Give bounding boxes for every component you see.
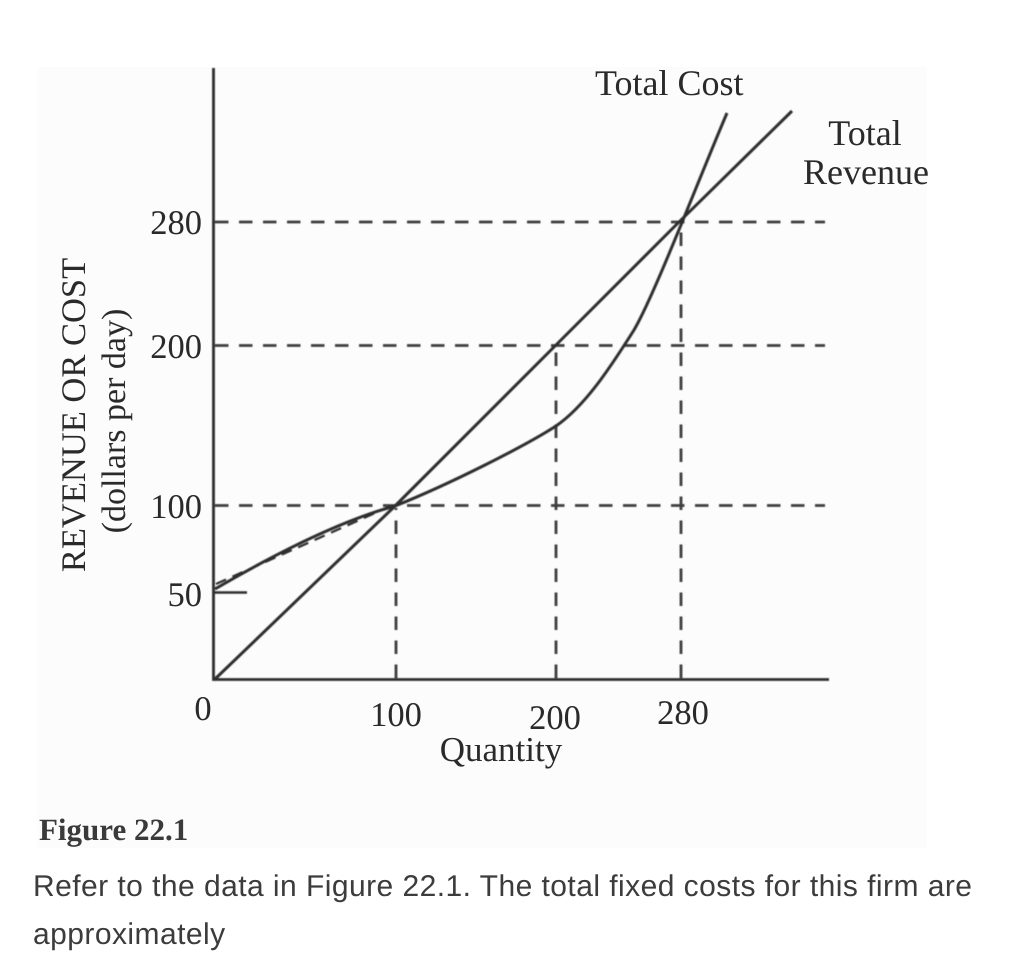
svg-text:100: 100 <box>370 696 422 734</box>
svg-text:200: 200 <box>529 699 581 737</box>
svg-text:280: 280 <box>150 204 202 242</box>
svg-text:Figure 22.1: Figure 22.1 <box>39 812 188 847</box>
svg-text:Quantity: Quantity <box>440 730 563 769</box>
svg-text:200: 200 <box>150 328 202 366</box>
svg-text:0: 0 <box>194 690 211 728</box>
svg-text:Total Cost: Total Cost <box>595 63 743 103</box>
svg-text:(dollars per day): (dollars per day) <box>96 309 133 534</box>
svg-text:280: 280 <box>657 694 709 732</box>
svg-text:100: 100 <box>150 488 202 526</box>
svg-text:Revenue: Revenue <box>803 152 929 192</box>
svg-text:REVENUE OR COST: REVENUE OR COST <box>55 258 93 572</box>
svg-text:50: 50 <box>168 576 203 614</box>
svg-text:Total: Total <box>828 113 901 153</box>
